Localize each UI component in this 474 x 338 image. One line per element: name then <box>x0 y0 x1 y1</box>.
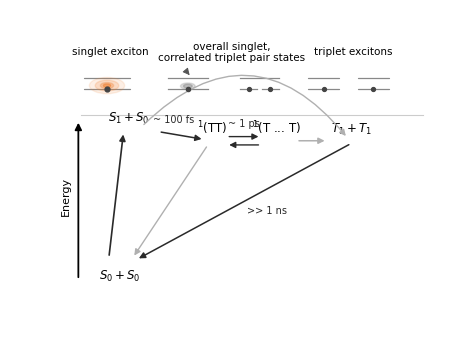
Ellipse shape <box>103 84 111 87</box>
Text: ~ 1 ps: ~ 1 ps <box>228 119 260 129</box>
Text: $T_1 + T_1$: $T_1 + T_1$ <box>331 122 372 137</box>
Text: Energy: Energy <box>61 177 71 216</box>
Text: >> 1 ns: >> 1 ns <box>247 206 287 216</box>
Text: $^1$(T ... T): $^1$(T ... T) <box>252 119 301 137</box>
Ellipse shape <box>95 80 119 91</box>
Text: singlet exciton: singlet exciton <box>73 47 149 57</box>
Text: $^1$(TT): $^1$(TT) <box>197 119 227 137</box>
Text: ~ 100 fs: ~ 100 fs <box>153 115 194 125</box>
Ellipse shape <box>181 83 195 89</box>
Ellipse shape <box>183 84 192 88</box>
Ellipse shape <box>90 77 125 94</box>
Text: triplet excitons: triplet excitons <box>314 47 392 57</box>
Text: $S_1 + S_0$: $S_1 + S_0$ <box>108 111 150 126</box>
Text: $S_0 + S_0$: $S_0 + S_0$ <box>99 269 141 284</box>
Text: overall singlet,
correlated triplet pair states: overall singlet, correlated triplet pair… <box>158 42 305 64</box>
Ellipse shape <box>100 82 114 89</box>
